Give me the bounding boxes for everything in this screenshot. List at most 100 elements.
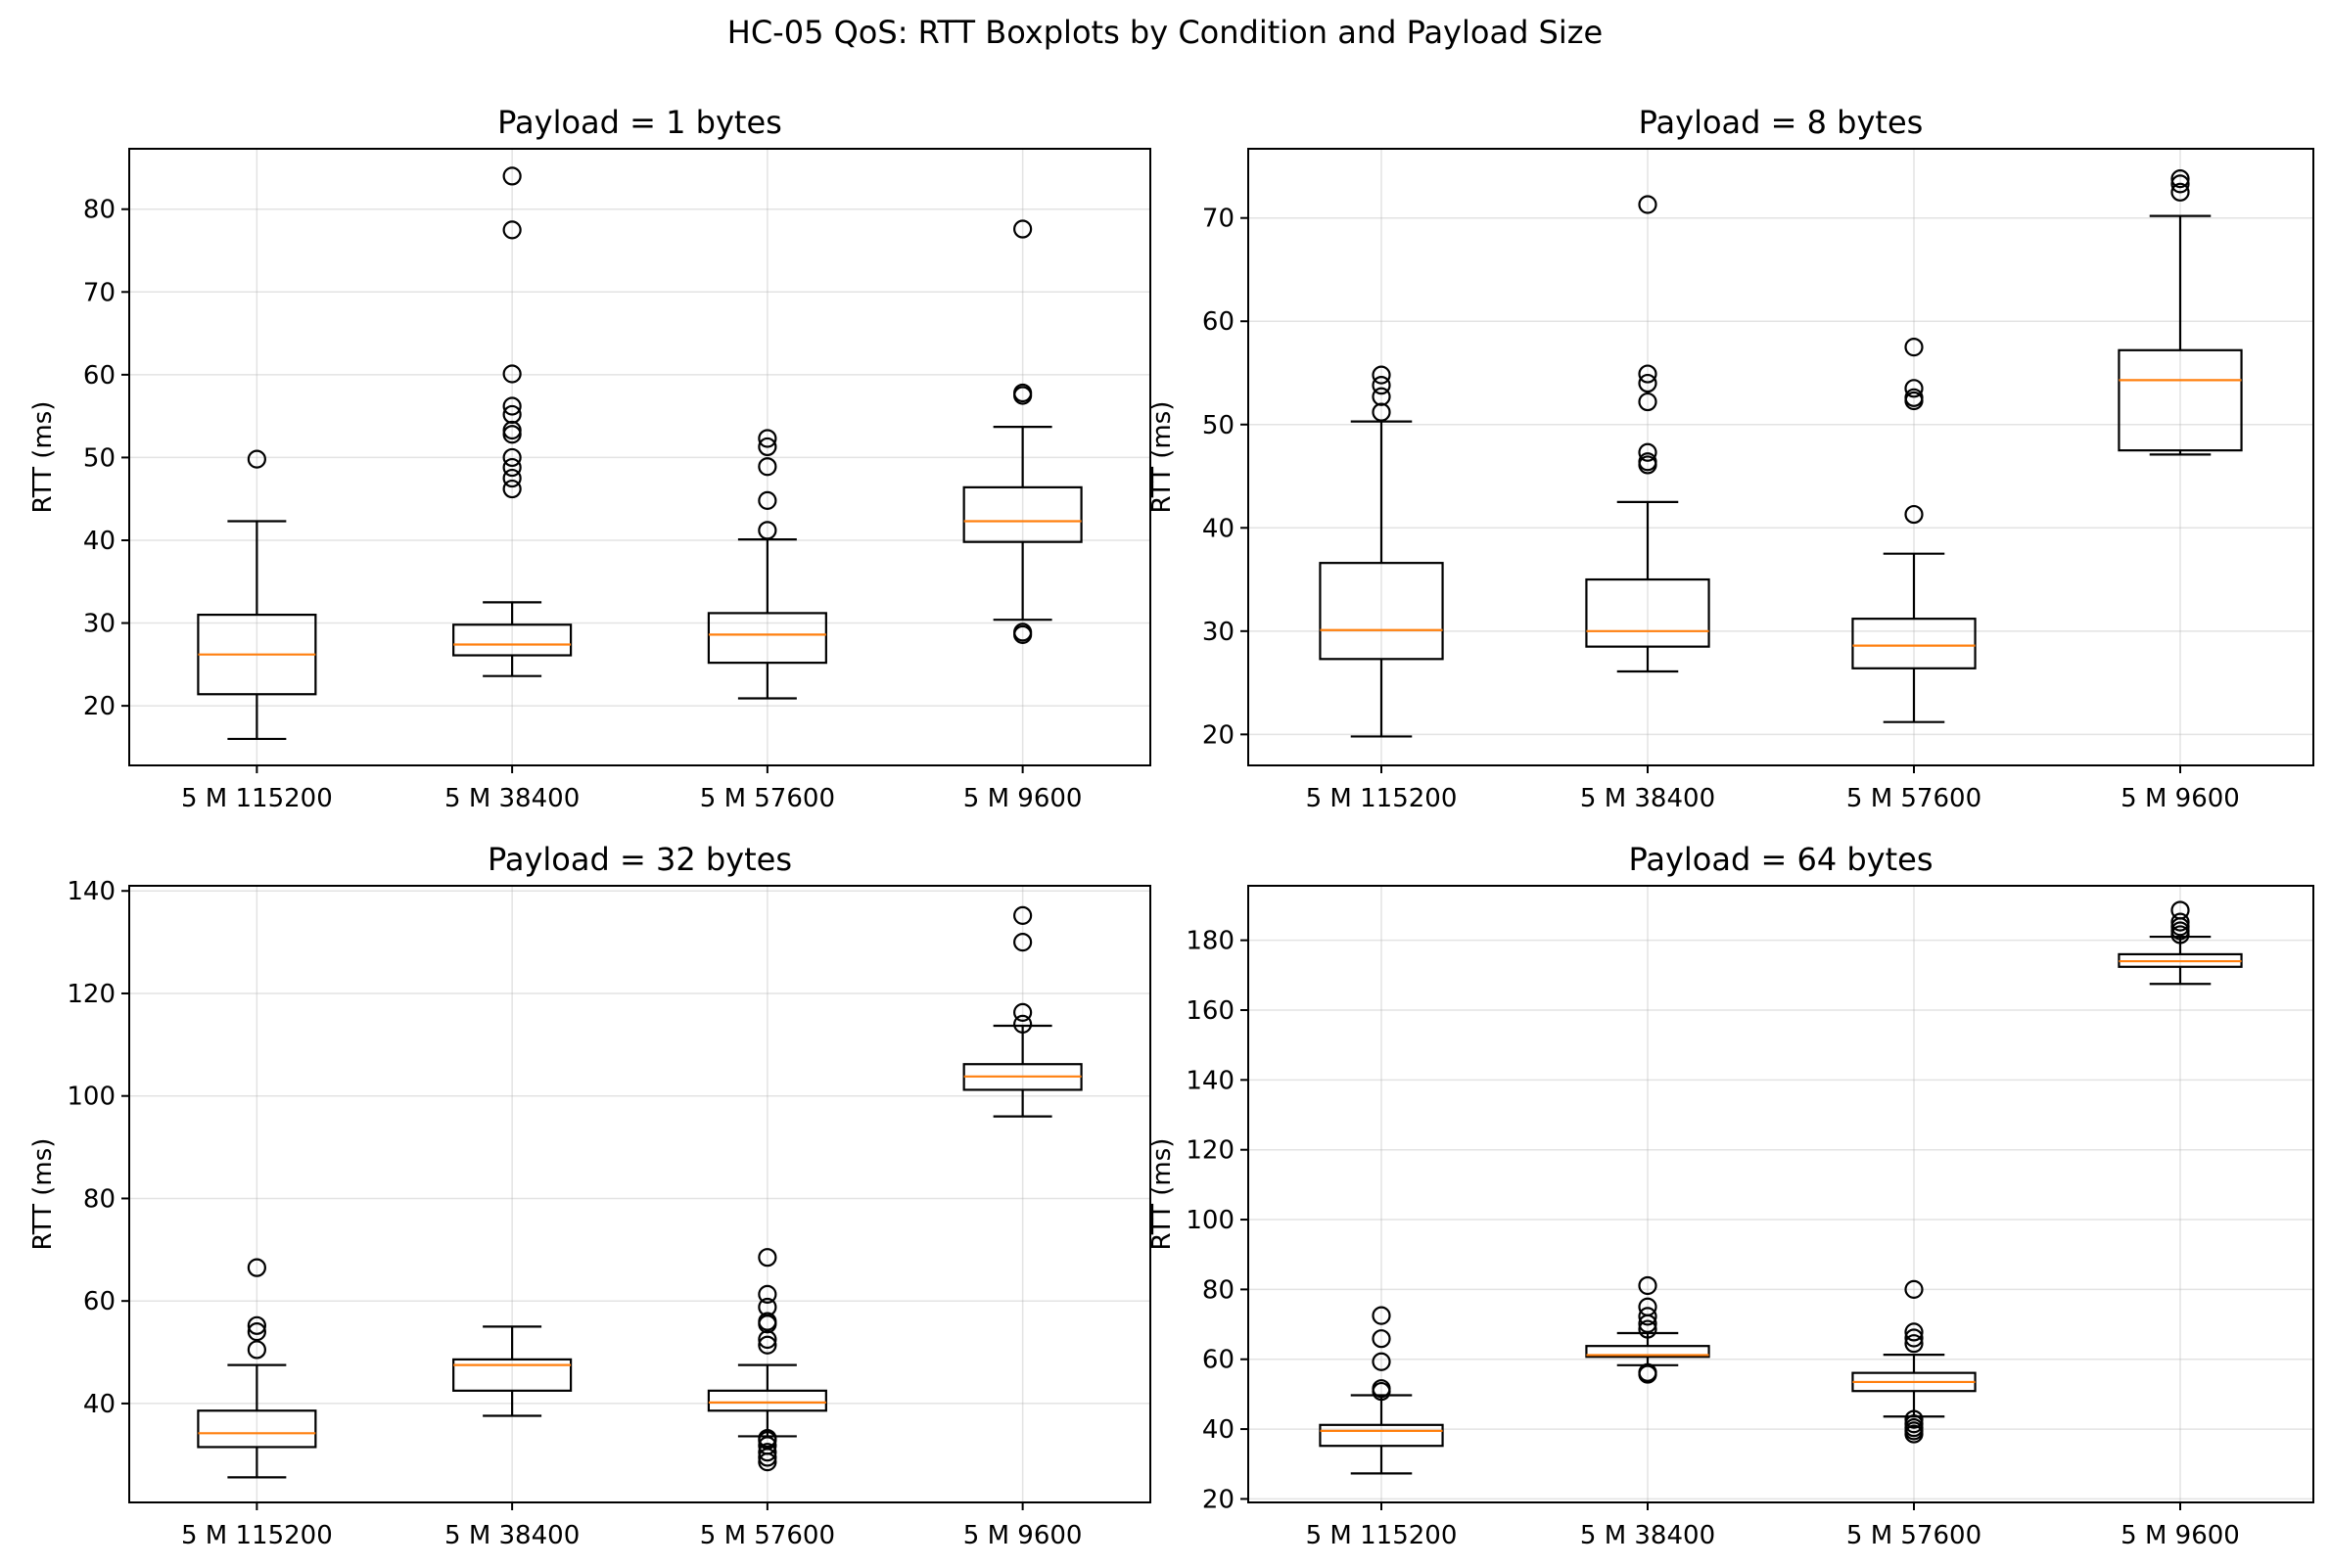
y-tick-label: 160: [1186, 996, 1235, 1026]
x-tick-label: 5 M 9600: [963, 784, 1083, 813]
outlier-point: [1638, 1319, 1657, 1339]
y-tick-label: 30: [1202, 618, 1235, 647]
outlier-point: [758, 437, 777, 457]
outlier-point: [502, 364, 522, 384]
y-tick-label: 40: [1202, 1415, 1235, 1445]
outlier-point: [247, 449, 266, 469]
subplot-3: 40 60 80 100 120 140 5 M 115200 5 M 38400 5 M 57…: [28, 841, 1151, 1550]
x-tick-label: 5 M 57600: [1846, 784, 1981, 813]
outlier-point: [247, 1315, 266, 1335]
subplot-title: Payload = 8 bytes: [1639, 104, 1924, 141]
subplot-title: Payload = 1 bytes: [497, 104, 782, 141]
y-tick-label: 60: [83, 1287, 116, 1316]
outlier-point: [502, 457, 522, 478]
y-tick-label: 80: [1202, 1275, 1235, 1305]
outlier-point: [2170, 900, 2190, 920]
y-tick-label: 100: [67, 1083, 116, 1112]
outlier-point: [758, 1297, 777, 1317]
outlier-point: [758, 1436, 777, 1455]
outlier-point: [1013, 905, 1033, 925]
y-tick-label: 60: [1202, 307, 1235, 337]
outlier-point: [2170, 182, 2190, 202]
boxplot-1: [1319, 365, 1444, 738]
y-tick-label: 180: [1186, 927, 1235, 956]
x-tick-label: 5 M 57600: [1846, 1521, 1981, 1550]
outlier-point: [758, 1329, 777, 1350]
outlier-point: [1638, 1275, 1657, 1296]
axes-frame: [128, 148, 1151, 766]
x-tick-label: 5 M 115200: [1306, 1521, 1458, 1550]
outlier-point: [1904, 1334, 1924, 1354]
box-iqr: [2118, 348, 2243, 452]
outlier-point: [1638, 1307, 1657, 1326]
outlier-point: [1372, 1352, 1391, 1371]
outlier-point: [1638, 452, 1657, 472]
box-iqr: [1851, 618, 1977, 669]
outlier-point: [1372, 402, 1391, 422]
y-tick-label: 60: [1202, 1346, 1235, 1375]
y-tick-label: 80: [83, 1184, 116, 1214]
outlier-point: [758, 1248, 777, 1268]
y-tick-label: 20: [1202, 720, 1235, 750]
y-axis-label: RTT (ms): [1147, 401, 1177, 514]
outlier-point: [1013, 219, 1033, 239]
outlier-point: [758, 1443, 777, 1462]
outlier-point: [502, 479, 522, 499]
outlier-point: [1372, 1329, 1391, 1349]
box-iqr: [1585, 577, 1710, 648]
y-tick-label: 40: [1202, 514, 1235, 543]
boxplot-2: [452, 166, 573, 677]
y-tick-label: 70: [83, 278, 116, 307]
boxplot-3: [707, 1248, 827, 1472]
y-tick-label: 100: [1186, 1206, 1235, 1235]
y-tick-label: 40: [83, 527, 116, 556]
outlier-point: [2170, 169, 2190, 189]
outlier-point: [1638, 392, 1657, 412]
panels: 20 30 40 50 60 70 80 5 M 115200 5 M 38400 5 M 576…: [28, 104, 2314, 1550]
outlier-point: [1638, 1297, 1657, 1316]
x-tick-label: 5 M 9600: [2120, 784, 2240, 813]
boxplot-2: [1585, 195, 1710, 673]
outlier-point: [1013, 623, 1033, 642]
outlier-point: [502, 447, 522, 468]
y-axis-label: RTT (ms): [28, 1138, 58, 1251]
outlier-point: [1372, 376, 1391, 395]
y-tick-label: 20: [83, 692, 116, 721]
outlier-point: [1904, 338, 1924, 357]
x-tick-label: 5 M 38400: [444, 1521, 580, 1550]
outlier-point: [1013, 1002, 1033, 1022]
outlier-point: [1372, 1306, 1391, 1325]
box-iqr: [1319, 1423, 1444, 1448]
outlier-point: [758, 457, 777, 477]
outlier-point: [1904, 1328, 1924, 1348]
box-iqr: [707, 612, 827, 665]
box-iqr: [1585, 1345, 1710, 1359]
outlier-point: [758, 521, 777, 540]
outlier-point: [1904, 388, 1924, 407]
box-iqr: [197, 1409, 317, 1449]
outlier-point: [1372, 365, 1391, 385]
y-tick-label: 60: [83, 361, 116, 391]
outlier-point: [2170, 912, 2190, 932]
boxplot-4: [2118, 900, 2243, 986]
y-axis-label: RTT (ms): [1147, 1138, 1177, 1251]
outlier-point: [502, 468, 522, 488]
boxplot-1: [197, 1258, 317, 1479]
outlier-point: [758, 1335, 777, 1355]
y-tick-label: 120: [1186, 1136, 1235, 1166]
outlier-point: [502, 166, 522, 186]
outlier-point: [758, 429, 777, 448]
y-axis-label: RTT (ms): [28, 401, 58, 514]
x-tick-label: 5 M 38400: [1580, 784, 1715, 813]
y-tick-label: 140: [1186, 1066, 1235, 1095]
y-tick-label: 20: [1202, 1485, 1235, 1514]
boxplot-4: [962, 905, 1083, 1118]
y-tick-label: 50: [83, 443, 116, 473]
x-tick-label: 5 M 115200: [181, 1521, 333, 1550]
outlier-point: [1013, 383, 1033, 403]
subplot-4: 20 40 60 80 100 120 140 160 180 5 M 115200 5 M 384…: [1147, 841, 2314, 1550]
outlier-point: [1904, 1279, 1924, 1299]
x-tick-label: 5 M 57600: [700, 784, 835, 813]
boxplot-3: [1851, 1279, 1977, 1444]
outlier-point: [1638, 364, 1657, 384]
